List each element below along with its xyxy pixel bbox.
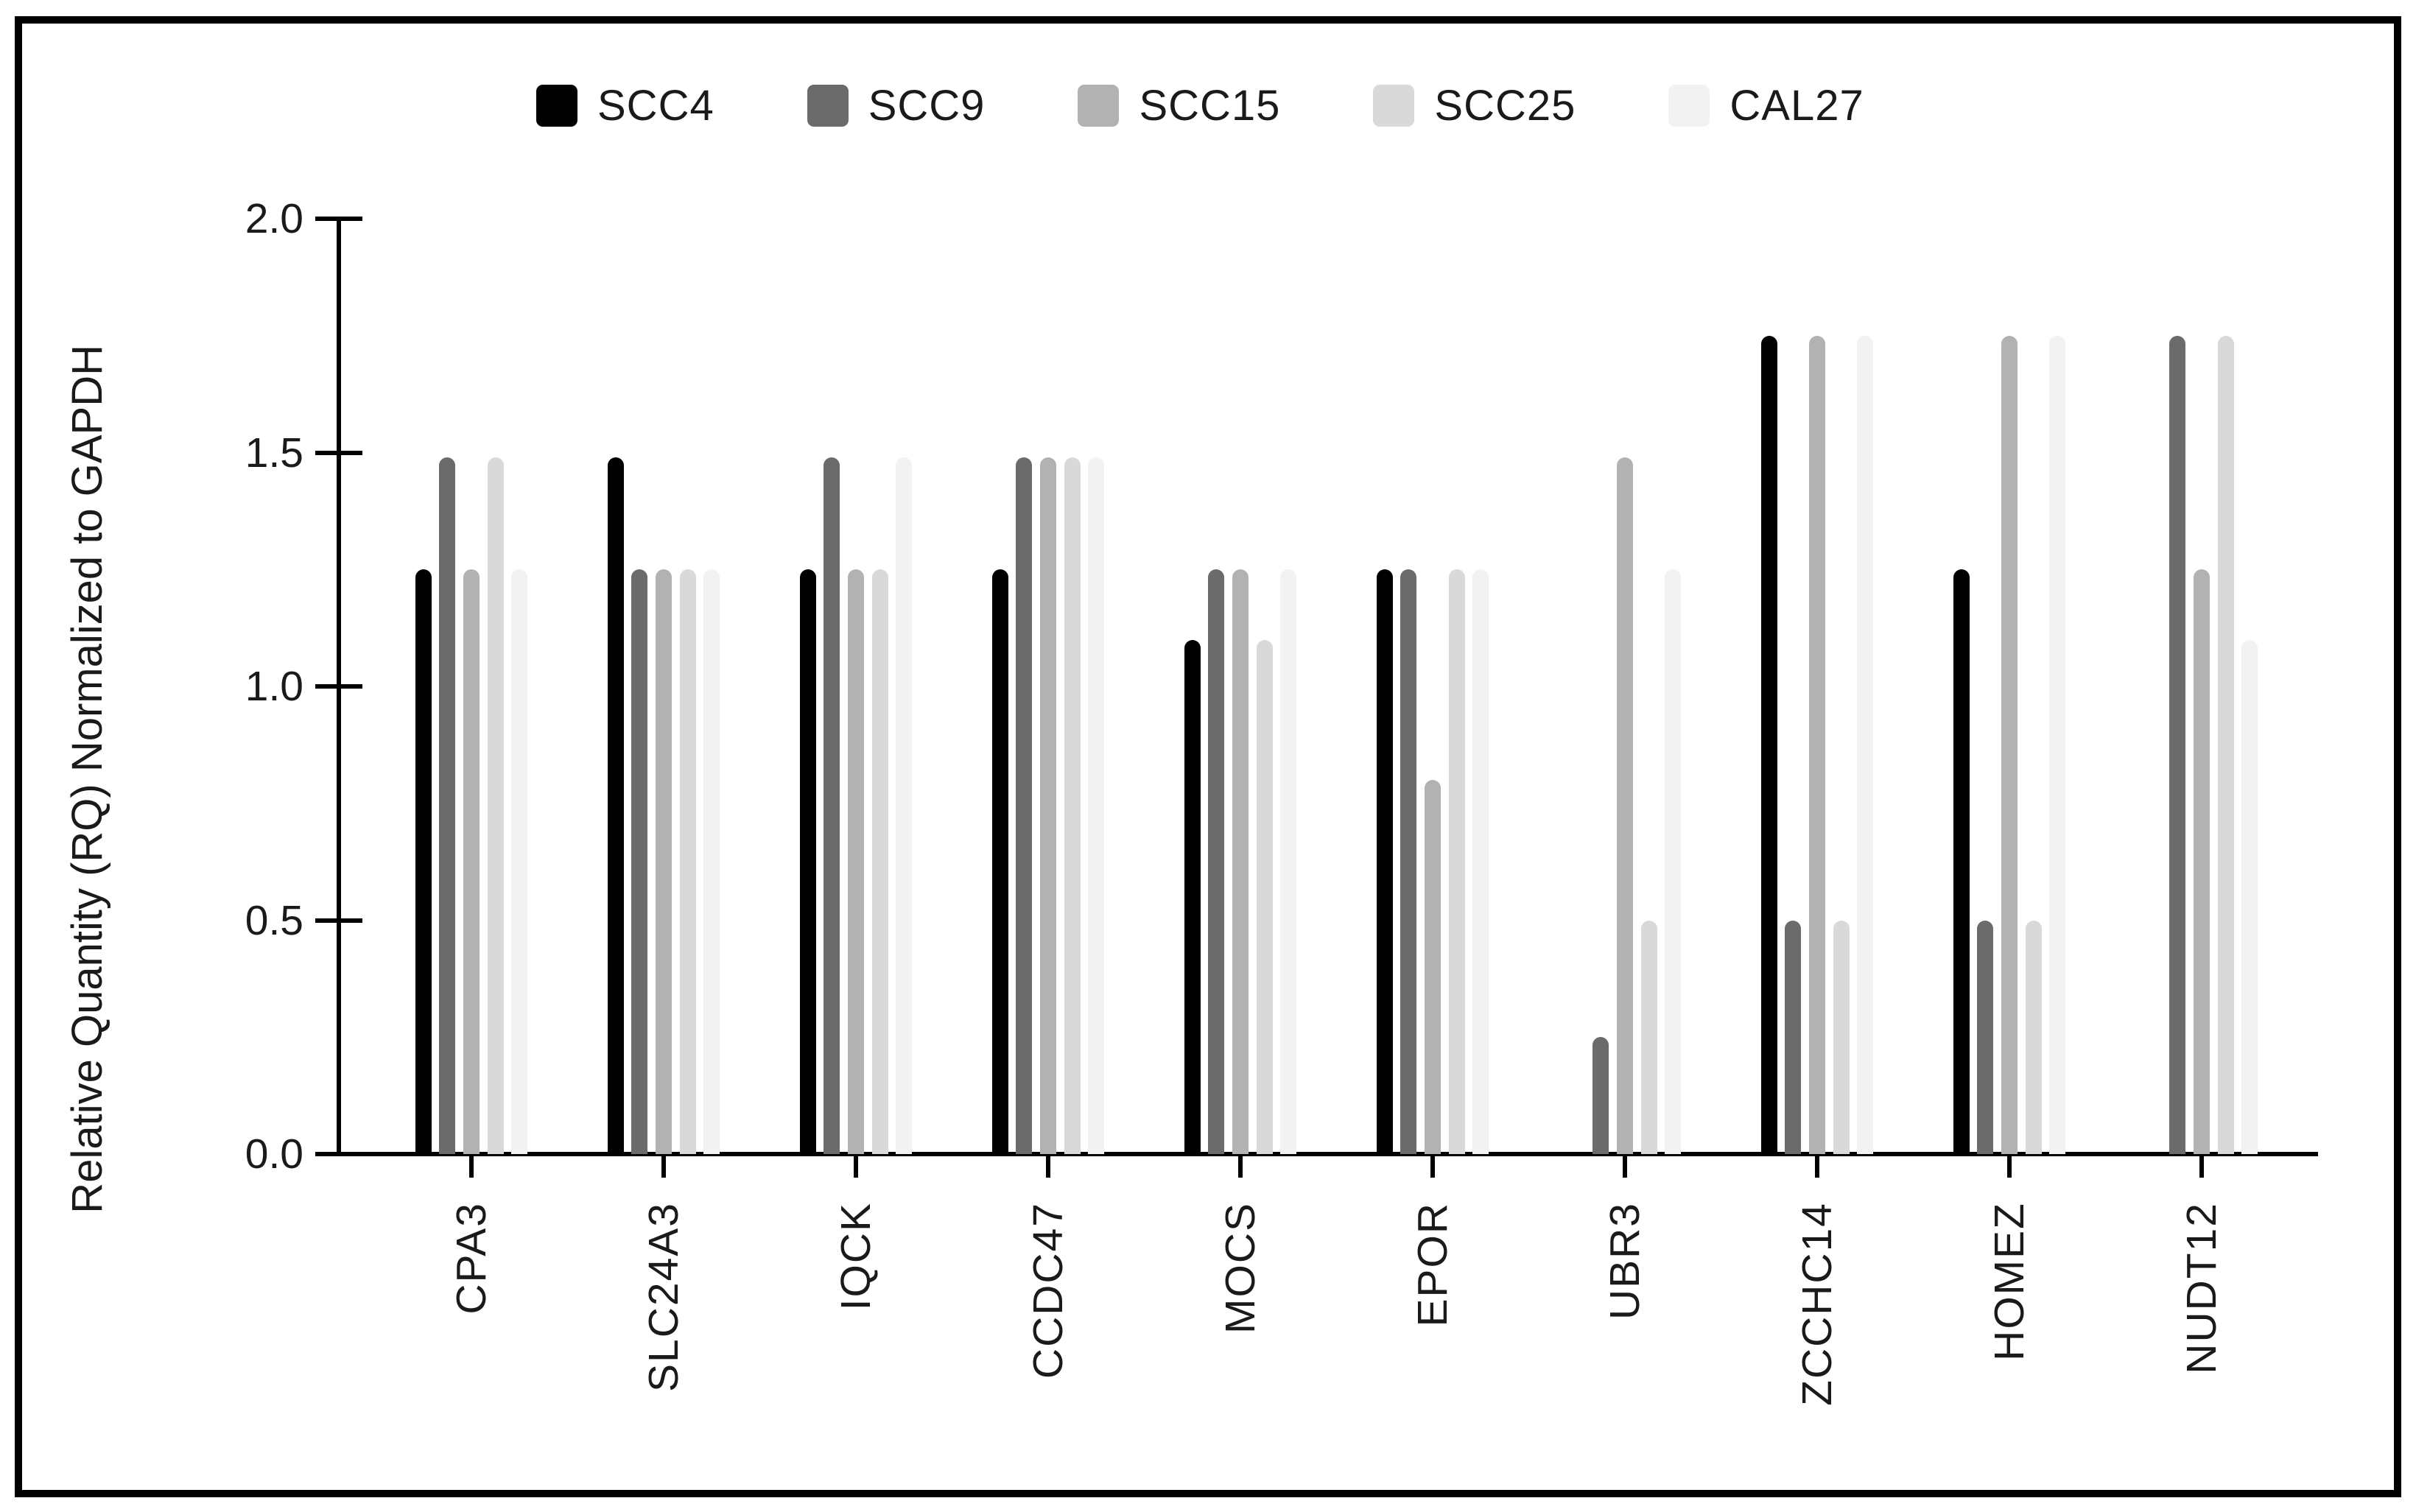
bar-IQCK-CAL27 <box>896 457 913 1154</box>
bar-HOMEZ-SCC9 <box>1977 920 1994 1154</box>
x-axis-label: NUDT12 <box>2178 1202 2225 1374</box>
bar-EPOR-SCC25 <box>1448 569 1465 1154</box>
y-tick <box>315 1152 362 1156</box>
bar-IQCK-SCC15 <box>848 569 864 1154</box>
legend-label: SCC9 <box>868 82 986 130</box>
bar-UBR3-SCC15 <box>1617 457 1633 1154</box>
y-tick-label: 2.0 <box>245 195 303 242</box>
bar-MOCS-SCC15 <box>1232 569 1249 1154</box>
bar-HOMEZ-CAL27 <box>2049 335 2066 1154</box>
bar-SLC24A3-SCC25 <box>679 569 696 1154</box>
bar-HOMEZ-SCC15 <box>2001 335 2018 1154</box>
bar-MOCS-SCC9 <box>1208 569 1225 1154</box>
bar-EPOR-SCC15 <box>1425 780 1441 1154</box>
bar-NUDT12-SCC9 <box>2169 335 2186 1154</box>
y-axis-title: Relative Quantity (RQ) Normalized to GAP… <box>63 345 111 1214</box>
legend-item-SCC25: SCC25 <box>1373 81 1576 130</box>
bar-NUDT12-CAL27 <box>2241 639 2258 1154</box>
legend-label: SCC25 <box>1434 82 1576 130</box>
y-tick-label: 0.5 <box>245 896 303 944</box>
bar-ZCCHC14-CAL27 <box>1857 335 1874 1154</box>
bar-EPOR-SCC4 <box>1376 569 1393 1154</box>
bar-CCDC47-SCC15 <box>1040 457 1056 1154</box>
bar-ZCCHC14-SCC9 <box>1785 920 1802 1154</box>
bar-SLC24A3-SCC15 <box>656 569 672 1154</box>
x-tick <box>661 1131 666 1178</box>
legend-item-SCC9: SCC9 <box>807 81 986 130</box>
legend-label: SCC15 <box>1139 82 1281 130</box>
y-tick-label: 0.0 <box>245 1131 303 1178</box>
x-tick <box>854 1131 858 1178</box>
x-tick <box>2007 1131 2012 1178</box>
legend-swatch-icon <box>1668 85 1710 127</box>
bar-CCDC47-SCC25 <box>1064 457 1081 1154</box>
x-tick <box>1815 1131 1819 1178</box>
legend-label: CAL27 <box>1730 82 1864 130</box>
x-axis-label: ZCCHC14 <box>1794 1202 1841 1406</box>
bar-IQCK-SCC9 <box>824 457 840 1154</box>
bar-HOMEZ-SCC4 <box>1953 569 1970 1154</box>
y-tick <box>315 450 362 455</box>
x-tick <box>1046 1131 1050 1178</box>
bar-HOMEZ-SCC25 <box>2025 920 2042 1154</box>
x-tick <box>1430 1131 1435 1178</box>
bar-EPOR-SCC9 <box>1400 569 1417 1154</box>
legend-label: SCC4 <box>597 82 714 130</box>
legend: SCC4 SCC9 SCC15 SCC25 CAL27 <box>536 81 1864 130</box>
legend-item-SCC4: SCC4 <box>536 81 714 130</box>
bar-CPA3-SCC25 <box>487 457 504 1154</box>
bar-ZCCHC14-SCC4 <box>1760 335 1777 1154</box>
bar-CPA3-SCC4 <box>415 569 432 1154</box>
x-axis-label: UBR3 <box>1601 1202 1648 1321</box>
legend-item-CAL27: CAL27 <box>1668 81 1864 130</box>
x-tick <box>469 1131 474 1178</box>
legend-swatch-icon <box>807 85 849 127</box>
bar-MOCS-SCC4 <box>1184 639 1201 1154</box>
figure-frame <box>15 16 2401 1497</box>
y-tick <box>315 684 362 689</box>
bar-SLC24A3-SCC9 <box>631 569 648 1154</box>
bar-UBR3-CAL27 <box>1665 569 1682 1154</box>
legend-item-SCC15: SCC15 <box>1078 81 1280 130</box>
bar-EPOR-CAL27 <box>1472 569 1489 1154</box>
legend-swatch-icon <box>536 85 577 127</box>
x-axis-label: MOCS <box>1217 1202 1264 1334</box>
x-axis-label: SLC24A3 <box>640 1202 687 1393</box>
bar-CCDC47-SCC9 <box>1016 457 1033 1154</box>
bar-IQCK-SCC4 <box>799 569 816 1154</box>
bar-IQCK-SCC25 <box>871 569 888 1154</box>
y-tick-label: 1.0 <box>245 663 303 710</box>
x-axis-label: CPA3 <box>448 1202 495 1315</box>
y-tick <box>315 918 362 923</box>
x-axis-line <box>339 1152 2318 1156</box>
bar-ZCCHC14-SCC25 <box>1833 920 1850 1154</box>
bar-CPA3-CAL27 <box>511 569 528 1154</box>
bar-NUDT12-SCC15 <box>2194 569 2210 1154</box>
legend-swatch-icon <box>1078 85 1120 127</box>
x-axis-label: EPOR <box>1409 1202 1456 1327</box>
bar-CPA3-SCC9 <box>439 457 456 1154</box>
bar-CCDC47-CAL27 <box>1088 457 1105 1154</box>
y-tick <box>315 217 362 221</box>
bar-UBR3-SCC25 <box>1640 920 1657 1154</box>
bar-NUDT12-SCC25 <box>2217 335 2234 1154</box>
x-axis-label: HOMEZ <box>1986 1202 2033 1361</box>
y-tick-label: 1.5 <box>245 429 303 477</box>
x-axis-label: CCDC47 <box>1025 1202 1072 1379</box>
bar-MOCS-SCC25 <box>1256 639 1273 1154</box>
x-tick <box>1623 1131 1627 1178</box>
bar-ZCCHC14-SCC15 <box>1809 335 1825 1154</box>
x-tick <box>1238 1131 1243 1178</box>
bar-UBR3-SCC9 <box>1592 1037 1609 1154</box>
x-axis-label: IQCK <box>832 1202 879 1311</box>
bar-MOCS-CAL27 <box>1280 569 1297 1154</box>
x-tick <box>2199 1131 2204 1178</box>
legend-swatch-icon <box>1373 85 1415 127</box>
bar-SLC24A3-SCC4 <box>607 457 624 1154</box>
bar-SLC24A3-CAL27 <box>703 569 720 1154</box>
bar-CPA3-SCC15 <box>463 569 480 1154</box>
bar-CCDC47-SCC4 <box>991 569 1008 1154</box>
